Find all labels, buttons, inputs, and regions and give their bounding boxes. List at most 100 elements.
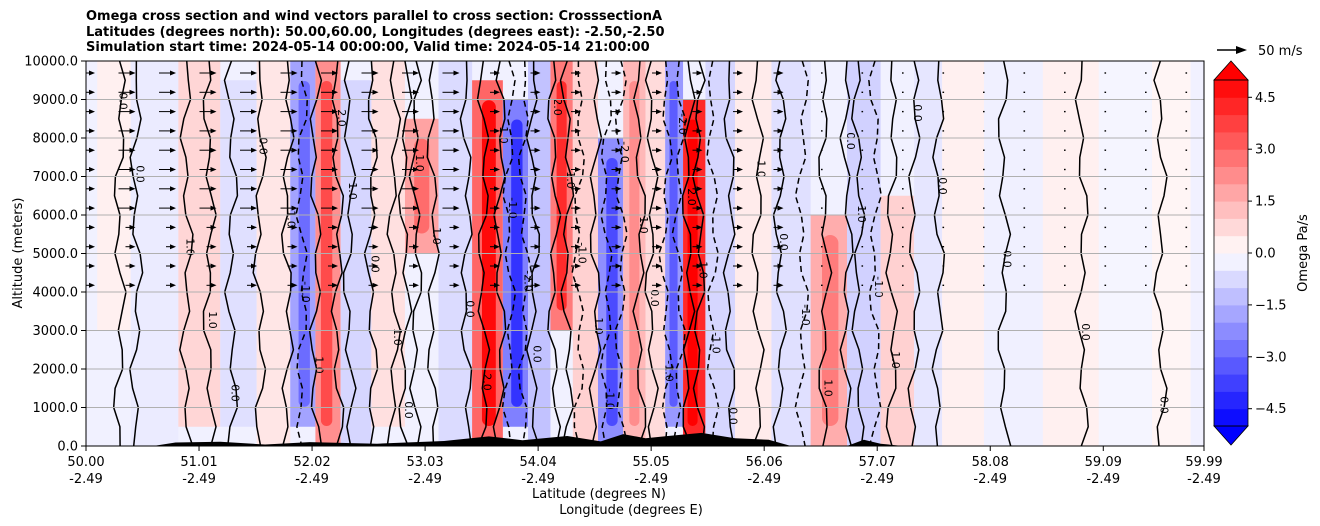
colorbar-band — [1214, 270, 1248, 289]
wind-vector-head — [291, 89, 298, 95]
wind-vector-head — [656, 186, 662, 192]
x-tick-label-longitude: -2.49 — [182, 472, 216, 487]
wind-vector-head — [534, 263, 541, 269]
wind-vector — [861, 149, 864, 151]
wind-vector-head — [89, 147, 95, 153]
wind-vector — [821, 265, 823, 267]
wind-vector-head — [777, 224, 784, 230]
wind-vector-head — [575, 147, 581, 153]
contour-label: 1.0 — [430, 227, 443, 245]
colorbar-band — [1214, 201, 1248, 219]
vector-key: 50 m/s — [1217, 44, 1303, 59]
contour-label: 0.0 — [228, 384, 241, 402]
x-tick-label-latitude: 59.99 — [1185, 455, 1222, 470]
wind-vector-head — [129, 244, 136, 250]
wind-vector — [902, 284, 904, 286]
vector-key-label: 50 m/s — [1258, 44, 1303, 59]
wind-vector — [942, 72, 945, 74]
wind-vector — [1104, 130, 1107, 132]
wind-vector-head — [89, 186, 95, 192]
wind-vector-head — [656, 263, 662, 269]
wind-vector-head — [291, 128, 298, 134]
wind-vector — [942, 246, 945, 248]
colorbar-band — [1214, 304, 1248, 323]
wind-vector-head — [129, 205, 136, 211]
wind-vector-head — [494, 282, 500, 288]
wind-vector-head — [170, 244, 176, 250]
wind-vector — [1023, 110, 1026, 113]
wind-vector — [1185, 188, 1188, 190]
contour-label: -1.0 — [799, 304, 812, 325]
wind-vector-head — [696, 224, 703, 230]
wind-vector — [1104, 91, 1107, 93]
wind-vector-head — [413, 109, 419, 115]
wind-vector — [1104, 72, 1107, 74]
x-tick-label-longitude: -2.49 — [408, 472, 442, 487]
contour-label: 1.0 — [391, 328, 404, 346]
y-tick-label: 6000.0 — [33, 209, 79, 224]
wind-vector-head — [615, 70, 622, 76]
wind-vector — [1104, 188, 1107, 190]
wind-vector-head — [615, 282, 622, 288]
wind-vector-head — [210, 109, 217, 115]
wind-vector-head — [372, 128, 379, 134]
wind-vector-head — [170, 109, 176, 115]
wind-vector — [1023, 284, 1026, 286]
wind-vector — [942, 265, 945, 267]
wind-vector — [861, 168, 864, 171]
grid-lines — [86, 99, 1204, 408]
wind-vector-head — [777, 167, 784, 172]
wind-vector-head — [737, 109, 743, 115]
wind-vector-head — [777, 205, 784, 211]
wind-vector — [1023, 91, 1026, 93]
wind-vector — [1064, 265, 1066, 267]
wind-vector-head — [656, 128, 662, 134]
wind-vector-head — [534, 224, 541, 230]
wind-vector-head — [332, 109, 338, 115]
wind-vector — [942, 130, 945, 132]
wind-vector-head — [615, 205, 622, 211]
contour-line — [671, 61, 687, 446]
wind-vector-head — [372, 186, 379, 192]
contour-label: 1.0 — [696, 261, 709, 279]
wind-vector-head — [129, 70, 136, 76]
wind-vector — [902, 265, 904, 267]
wind-vector-head — [291, 147, 298, 153]
wind-vector-head — [372, 205, 379, 211]
wind-vector-head — [332, 167, 338, 172]
wind-vector-head — [494, 167, 500, 172]
wind-vector-head — [89, 89, 95, 95]
wind-vector-head — [656, 70, 662, 76]
wind-vector — [942, 168, 945, 171]
contour-label: -1.0 — [506, 197, 519, 218]
wind-vector-head — [332, 224, 338, 230]
wind-vector — [942, 207, 945, 209]
y-axis: 0.0 1000.0 2000.0 3000.0 4000.0 5000.0 6000.0 7… — [24, 55, 86, 455]
wind-vector — [861, 207, 864, 209]
wind-vector-head — [494, 89, 500, 95]
contour-label: 1.0 — [284, 210, 297, 228]
wind-vector — [861, 265, 864, 267]
contour-label: 0.0 — [464, 300, 477, 318]
colorbar-band — [1214, 356, 1248, 375]
wind-vector-head — [89, 128, 95, 134]
wind-vector — [1145, 246, 1147, 248]
x-tick-label-longitude: -2.49 — [521, 472, 555, 487]
wind-vector-head — [291, 167, 298, 172]
wind-vector-head — [737, 128, 743, 134]
wind-vector — [1185, 207, 1188, 209]
wind-vector-head — [575, 128, 581, 134]
x-axis: 50.00 -2.49 51.01 -2.49 52.02 -2.49 53.03 -2.49… — [67, 446, 1223, 487]
wind-vector-head — [656, 205, 662, 211]
wind-vector-head — [575, 186, 581, 192]
wind-vector-head — [737, 263, 743, 269]
omega-column — [880, 195, 915, 446]
wind-vector — [1145, 149, 1147, 151]
wind-vector-head — [534, 205, 541, 211]
contour-label: 1.0 — [346, 182, 359, 200]
wind-vector-head — [453, 186, 460, 192]
wind-vector-head — [696, 205, 703, 211]
wind-vector — [902, 110, 904, 113]
contour-label: 1.0 — [497, 126, 510, 144]
wind-vector-head — [372, 244, 379, 250]
